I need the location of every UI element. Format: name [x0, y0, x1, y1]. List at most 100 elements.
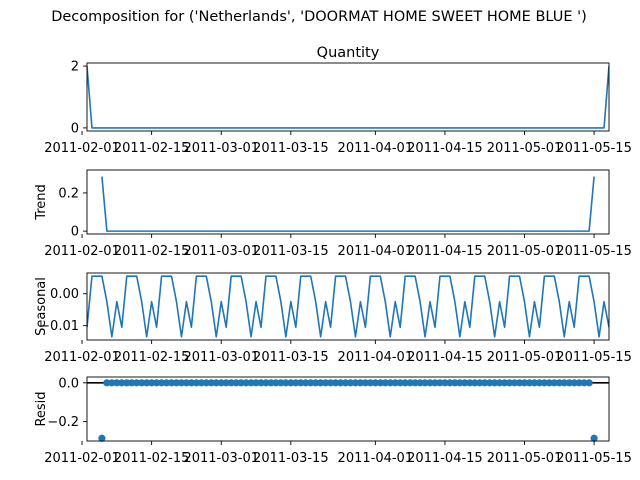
- resid-point: [138, 379, 146, 387]
- resid-point: [192, 379, 200, 387]
- resid-point: [555, 379, 563, 387]
- resid-point: [446, 379, 454, 387]
- x-tick-label: 2011-02-01: [44, 451, 120, 466]
- resid-point: [202, 379, 210, 387]
- y-tick-label: −0.01: [39, 319, 79, 334]
- resid-point: [461, 379, 469, 387]
- resid-point: [361, 379, 369, 387]
- resid-point: [302, 379, 310, 387]
- resid-point: [187, 379, 195, 387]
- resid-point: [456, 379, 464, 387]
- x-tick-label: 2011-05-01: [487, 451, 563, 466]
- resid-point: [515, 379, 524, 387]
- resid-point: [172, 379, 181, 387]
- resid-point: [421, 379, 429, 387]
- resid-point: [143, 379, 151, 387]
- resid-panel: 0.0−0.2Resid2011-02-012011-02-152011-03-…: [34, 376, 632, 466]
- trend-panel: 00.2Trend2011-02-012011-02-152011-03-012…: [34, 169, 632, 259]
- resid-point: [366, 379, 374, 387]
- resid-point: [237, 379, 245, 387]
- trend-ylabel: Trend: [34, 184, 49, 221]
- resid-point: [227, 379, 235, 387]
- resid-point: [331, 379, 340, 387]
- y-tick-label: 0.0: [58, 376, 79, 391]
- y-tick-label: 0.2: [58, 186, 79, 201]
- resid-point: [157, 379, 166, 387]
- resid-point: [272, 379, 280, 387]
- trend-series-line: [101, 176, 595, 232]
- quantity-title: Quantity: [317, 45, 380, 61]
- x-tick-label: 2011-03-01: [183, 350, 259, 365]
- quantity-panel: Quantity 0 2 2011-02-012011-02-152011-03-01…: [44, 45, 632, 156]
- resid-point: [401, 379, 409, 387]
- resid-point: [530, 379, 539, 387]
- resid-point: [287, 379, 295, 387]
- trend-axes-frame: [86, 169, 610, 235]
- resid-point: [466, 379, 474, 387]
- x-tick-label: 2011-04-15: [407, 451, 483, 466]
- resid-point: [148, 379, 156, 387]
- resid-point: [441, 379, 449, 387]
- resid-point: [212, 379, 220, 387]
- resid-point: [570, 379, 578, 387]
- seasonal-series-line: [87, 275, 609, 338]
- resid-point: [476, 379, 484, 387]
- resid-point: [376, 379, 384, 387]
- resid-axes-frame: [86, 376, 610, 442]
- resid-point: [431, 379, 439, 387]
- y-tick-label: 0: [71, 121, 79, 136]
- resid-point: [580, 379, 588, 387]
- resid-point: [182, 379, 191, 387]
- x-tick-label: 2011-05-15: [556, 141, 632, 156]
- y-tick-label: 2: [71, 60, 79, 75]
- resid-point: [471, 379, 479, 387]
- resid-point: [247, 379, 255, 387]
- resid-point: [307, 379, 315, 387]
- resid-point: [520, 379, 529, 387]
- resid-point: [322, 379, 330, 387]
- resid-point: [501, 379, 509, 387]
- resid-point: [162, 379, 171, 387]
- seasonal-ylabel: Seasonal: [34, 277, 49, 336]
- y-tick-label: 0: [71, 225, 79, 240]
- resid-point: [351, 379, 360, 387]
- resid-point: [217, 379, 225, 387]
- resid-point: [406, 379, 414, 387]
- resid-point: [153, 379, 161, 387]
- resid-point: [103, 379, 111, 387]
- y-tick-label: −0.2: [47, 415, 79, 430]
- resid-point: [336, 379, 345, 387]
- resid-point: [386, 379, 394, 387]
- x-tick-label: 2011-02-01: [44, 350, 120, 365]
- resid-point: [481, 379, 489, 387]
- resid-point: [416, 379, 424, 387]
- quantity-series-line: [87, 66, 609, 129]
- resid-point: [505, 379, 514, 387]
- seasonal-panel: 0.00−0.01Seasonal2011-02-012011-02-15201…: [34, 272, 632, 365]
- x-tick-label: 2011-04-15: [407, 350, 483, 365]
- x-tick-label: 2011-05-01: [487, 141, 563, 156]
- x-tick-label: 2011-04-01: [338, 350, 414, 365]
- resid-point: [426, 379, 434, 387]
- resid-point: [510, 379, 519, 387]
- resid-ylabel: Resid: [34, 391, 49, 426]
- resid-point: [590, 434, 598, 442]
- resid-point: [341, 379, 350, 387]
- resid-point: [123, 379, 131, 387]
- resid-point: [242, 379, 250, 387]
- resid-point: [575, 379, 583, 387]
- resid-point: [371, 379, 379, 387]
- resid-point: [491, 379, 499, 387]
- x-tick-label: 2011-02-01: [44, 244, 120, 259]
- resid-point: [133, 379, 141, 387]
- x-tick-label: 2011-05-15: [556, 244, 632, 259]
- x-tick-label: 2011-05-01: [487, 350, 563, 365]
- x-tick-label: 2011-03-01: [183, 141, 259, 156]
- x-tick-label: 2011-04-15: [407, 141, 483, 156]
- x-tick-label: 2011-03-15: [253, 451, 329, 466]
- resid-point: [128, 379, 136, 387]
- resid-point: [356, 379, 365, 387]
- resid-point: [346, 379, 355, 387]
- quantity-axes-frame: [86, 62, 610, 132]
- resid-point: [317, 379, 325, 387]
